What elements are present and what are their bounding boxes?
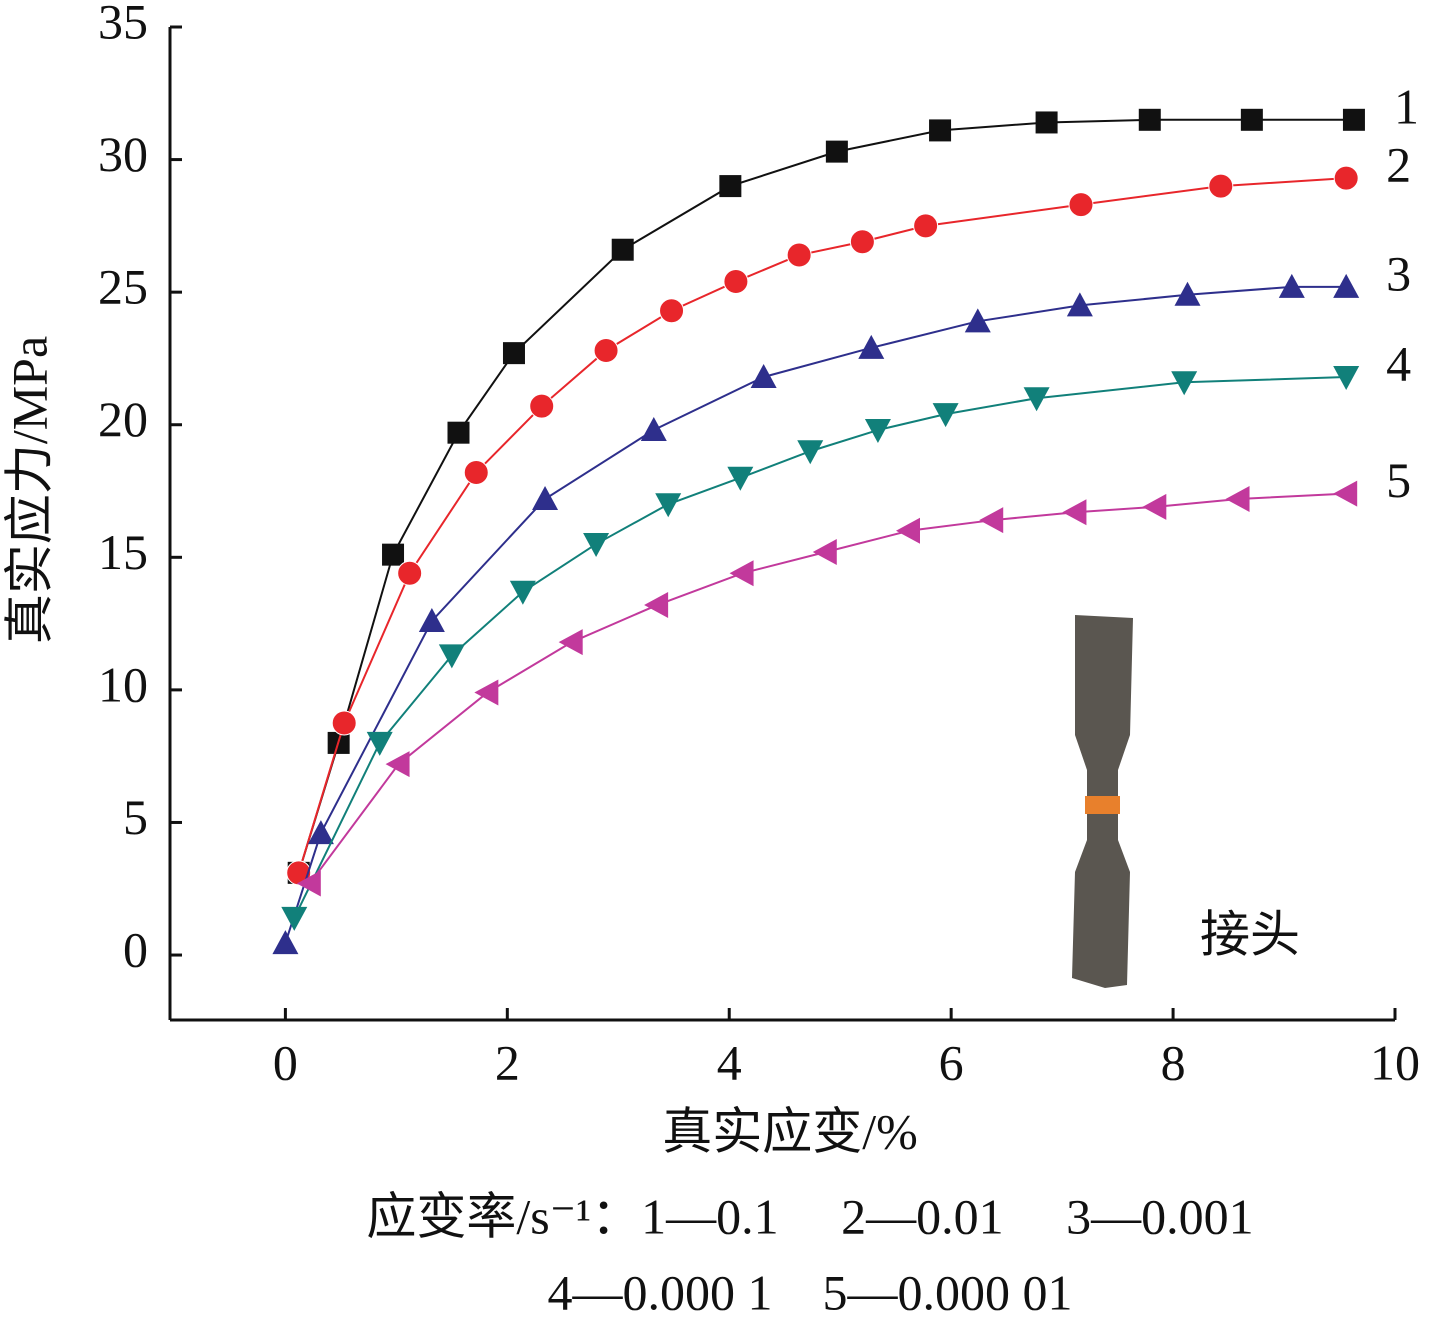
marker [913,213,939,239]
legend-note: 应变率/s⁻¹：1—0.1 2—0.01 3—0.001 [366,1188,1253,1244]
marker [1023,387,1050,412]
marker [1035,111,1058,134]
series-label: 4 [1386,335,1411,391]
marker [655,493,682,518]
marker [825,140,848,163]
marker [1225,485,1250,512]
x-tick-label: 10 [1370,1034,1420,1090]
x-tick-label: 0 [273,1034,298,1090]
marker [583,533,610,558]
series-line [297,118,1354,874]
marker [750,364,777,389]
marker [1208,173,1234,199]
marker [979,507,1004,534]
marker [366,731,393,756]
marker [397,560,423,586]
marker [611,238,634,261]
marker [307,820,334,845]
series-label: 2 [1386,137,1411,193]
marker [1068,192,1094,218]
marker [729,560,754,587]
weld-band [1085,796,1120,814]
marker [438,644,465,669]
marker [1062,499,1087,526]
marker [281,906,308,931]
marker [895,517,920,544]
y-tick-label: 0 [123,922,148,978]
series-label: 1 [1394,78,1419,134]
marker [849,229,875,255]
marker [286,860,312,886]
marker [1066,292,1093,317]
marker [1174,281,1201,306]
y-tick-label: 35 [98,0,148,49]
x-tick-label: 4 [717,1034,742,1090]
marker [723,269,749,295]
marker [1138,108,1161,131]
marker [786,242,812,268]
marker [593,337,619,363]
y-tick-label: 5 [123,789,148,845]
marker [1333,366,1360,391]
marker [418,607,445,632]
marker [296,870,321,897]
marker [502,342,525,365]
legend-note: 4—0.000 1 5—0.000 01 [548,1264,1073,1318]
annotation: 接头 [1200,906,1300,962]
marker [1171,371,1198,396]
x-tick-label: 2 [495,1034,520,1090]
marker [331,710,357,736]
x-axis-label: 真实应变/% [662,1103,918,1159]
marker [727,466,754,491]
marker [382,543,405,566]
y-tick-label: 20 [98,391,148,447]
marker [1333,165,1359,191]
marker [964,308,991,333]
marker [932,403,959,428]
marker [447,421,470,444]
y-tick-label: 15 [98,524,148,580]
marker [1333,273,1360,298]
marker [812,539,837,566]
y-tick-label: 25 [98,259,148,315]
x-tick-label: 6 [939,1034,964,1090]
marker [1333,480,1358,507]
marker [532,485,559,510]
marker [719,175,742,198]
marker [644,592,669,619]
marker [1278,273,1305,298]
marker [929,119,952,142]
series-line [297,177,1347,874]
y-axis-label: 真实应力/MPa [1,336,57,644]
series-label: 5 [1386,452,1411,508]
marker [385,751,410,778]
marker [1240,108,1263,131]
marker [640,417,667,442]
marker [529,393,555,419]
marker [1342,108,1365,131]
series-line [284,285,1347,944]
marker [1142,493,1167,520]
y-tick-label: 30 [98,126,148,182]
marker [864,419,891,444]
marker [474,679,499,706]
marker [272,930,299,955]
marker [509,580,536,605]
marker [659,298,685,324]
marker [858,334,885,359]
specimen-figure [1072,615,1133,988]
marker [558,629,583,656]
marker [797,440,824,465]
series-label: 3 [1386,245,1411,301]
marker [463,459,489,485]
y-tick-label: 10 [98,656,148,712]
x-tick-label: 8 [1161,1034,1186,1090]
